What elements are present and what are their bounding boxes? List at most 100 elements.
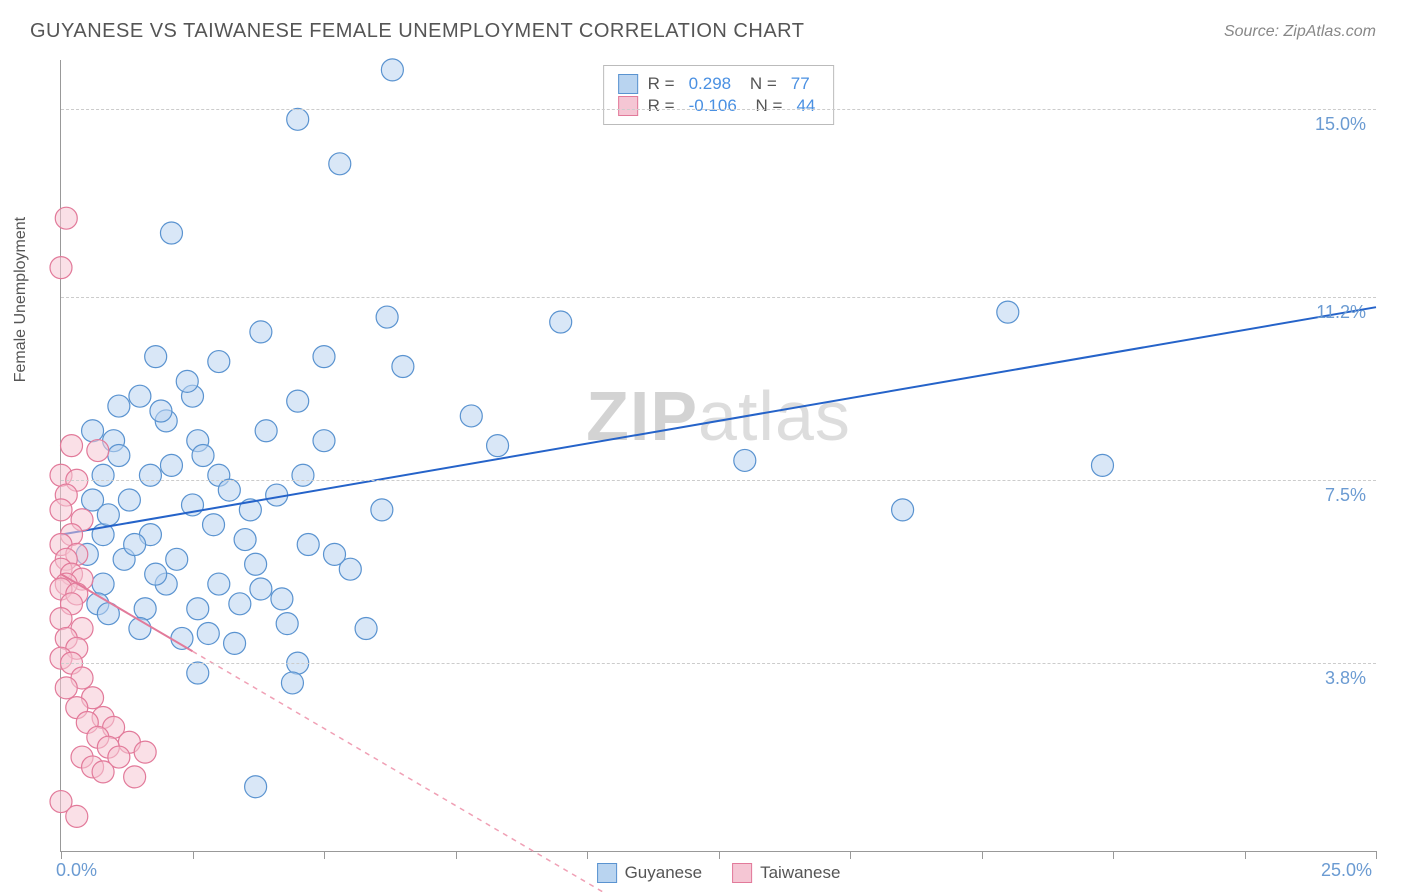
data-point	[355, 618, 377, 640]
data-point	[108, 395, 130, 417]
gridline	[61, 297, 1376, 298]
data-point	[487, 435, 509, 457]
x-tick-label: 25.0%	[1321, 860, 1372, 881]
x-tick	[456, 851, 457, 859]
legend-row-0: R =0.298 N =77	[618, 74, 820, 94]
y-tick-label: 15.0%	[1315, 114, 1366, 135]
data-point	[129, 385, 151, 407]
x-tick	[1245, 851, 1246, 859]
y-axis-title: Female Unemployment	[12, 216, 30, 381]
data-point	[50, 499, 72, 521]
data-point	[550, 311, 572, 333]
data-point	[187, 662, 209, 684]
swatch-0	[618, 74, 638, 94]
trend-line-dashed	[193, 651, 1377, 892]
chart-title: GUYANESE VS TAIWANESE FEMALE UNEMPLOYMEN…	[30, 20, 804, 43]
source-label: Source: ZipAtlas.com	[1224, 23, 1376, 41]
x-tick	[719, 851, 720, 859]
data-point	[281, 672, 303, 694]
data-point	[1091, 454, 1113, 476]
x-tick	[982, 851, 983, 859]
data-point	[287, 390, 309, 412]
data-point	[92, 464, 114, 486]
data-point	[187, 598, 209, 620]
data-point	[234, 529, 256, 551]
data-point	[371, 499, 393, 521]
data-point	[150, 400, 172, 422]
data-point	[118, 489, 140, 511]
data-point	[376, 306, 398, 328]
data-point	[313, 346, 335, 368]
data-point	[160, 222, 182, 244]
swatch-icon	[732, 863, 752, 883]
gridline	[61, 109, 1376, 110]
data-point	[92, 573, 114, 595]
data-point	[297, 533, 319, 555]
data-point	[92, 761, 114, 783]
data-point	[50, 257, 72, 279]
data-point	[287, 108, 309, 130]
y-tick-label: 3.8%	[1325, 668, 1366, 689]
data-point	[82, 420, 104, 442]
data-point	[55, 677, 77, 699]
data-point	[292, 464, 314, 486]
data-point	[97, 504, 119, 526]
gridline	[61, 663, 1376, 664]
data-point	[218, 479, 240, 501]
data-point	[324, 543, 346, 565]
chart-header: GUYANESE VS TAIWANESE FEMALE UNEMPLOYMEN…	[0, 0, 1406, 53]
data-point	[124, 533, 146, 555]
x-tick	[193, 851, 194, 859]
data-point	[124, 766, 146, 788]
legend-series: Guyanese Taiwanese	[597, 863, 841, 883]
data-point	[313, 430, 335, 452]
legend-item-0: Guyanese	[597, 863, 703, 883]
data-point	[55, 207, 77, 229]
x-tick	[587, 851, 588, 859]
data-point	[460, 405, 482, 427]
data-point	[892, 499, 914, 521]
data-point	[66, 805, 88, 827]
data-point	[197, 622, 219, 644]
y-tick-label: 7.5%	[1325, 485, 1366, 506]
data-point	[176, 370, 198, 392]
data-point	[87, 440, 109, 462]
data-point	[329, 153, 351, 175]
data-point	[250, 321, 272, 343]
data-point	[160, 454, 182, 476]
data-point	[997, 301, 1019, 323]
data-point	[61, 435, 83, 457]
data-point	[392, 356, 414, 378]
x-tick-label: 0.0%	[56, 860, 97, 881]
data-point	[134, 741, 156, 763]
data-point	[224, 632, 246, 654]
x-tick	[1113, 851, 1114, 859]
legend-correlation: R =0.298 N =77 R =-0.106 N =44	[603, 65, 835, 125]
data-point	[208, 351, 230, 373]
x-tick	[1376, 851, 1377, 859]
legend-row-1: R =-0.106 N =44	[618, 96, 820, 116]
y-tick-label: 11.2%	[1316, 302, 1366, 323]
data-point	[229, 593, 251, 615]
data-point	[139, 464, 161, 486]
data-point	[134, 598, 156, 620]
x-tick	[324, 851, 325, 859]
data-point	[381, 59, 403, 81]
data-point	[271, 588, 293, 610]
scatter-plot	[61, 60, 1376, 851]
chart-area: Female Unemployment ZIPatlas R =0.298 N …	[60, 60, 1376, 852]
data-point	[255, 420, 277, 442]
data-point	[108, 445, 130, 467]
x-tick	[850, 851, 851, 859]
data-point	[145, 563, 167, 585]
data-point	[276, 613, 298, 635]
data-point	[245, 776, 267, 798]
data-point	[203, 514, 225, 536]
data-point	[145, 346, 167, 368]
data-point	[734, 449, 756, 471]
swatch-1	[618, 96, 638, 116]
swatch-icon	[597, 863, 617, 883]
data-point	[208, 573, 230, 595]
data-point	[245, 553, 267, 575]
data-point	[166, 548, 188, 570]
